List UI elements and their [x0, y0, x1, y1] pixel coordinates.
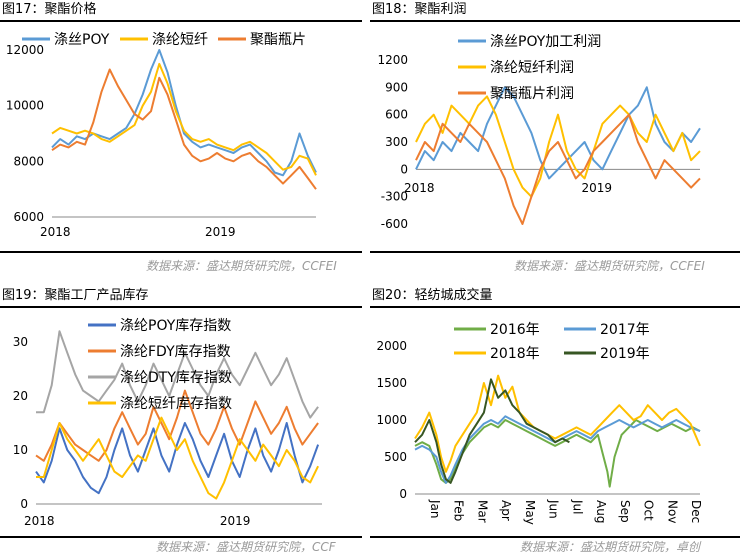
footer-rule [0, 536, 362, 538]
series-line [51, 68, 317, 190]
y-tick-label: 1000 [376, 413, 407, 427]
legend-label: 涤纶FDY库存指数 [120, 344, 231, 360]
y-tick-label: 0 [20, 497, 28, 511]
legend-label: 聚酯瓶片 [250, 32, 306, 48]
legend-label: 涤纶短纤库存指数 [120, 396, 232, 412]
x-tick-label: Jan [428, 499, 442, 519]
chart-title: 图20：轻纺城成交量 [372, 288, 493, 303]
y-tick-label: 300 [385, 135, 408, 149]
title-rule [370, 20, 740, 22]
y-tick-label: 20 [13, 389, 28, 403]
textile-city-volume-chart: 0 500 1000 1500 2000 Jan Feb Mar Apr May Jun Jul Aug… [376, 322, 703, 525]
y-tick-label: 0 [400, 162, 408, 176]
chart-title: 图18：聚酯利润 [372, 2, 467, 17]
x-tick-label: 2019 [582, 181, 613, 195]
source-note: 数据来源：盛达期货研究院，CCFEI [514, 259, 705, 273]
title-rule [0, 306, 362, 308]
x-tick-label: Jun [547, 499, 561, 519]
x-tick-label: 2018 [404, 181, 435, 195]
legend-label: 2019年 [600, 346, 650, 362]
series-line [414, 378, 570, 484]
legend-label: 聚酯瓶片利润 [490, 86, 574, 102]
y-tick-label: 0 [399, 487, 407, 501]
y-tick-label: 1500 [376, 376, 407, 390]
y-tick-label: 8000 [13, 154, 44, 168]
inventory-index-chart: 0 10 20 30 2018 2019 涤纶POY库存指数涤纶FDY库存指数涤纶DTY库存… [13, 318, 322, 528]
legend-label: 涤丝POY [54, 32, 110, 48]
x-tick-label: Sep [618, 500, 632, 523]
source-note: 数据来源：盛达期货研究院，卓创 [520, 540, 701, 554]
x-tick-label: Apr [499, 500, 513, 521]
legend-label: 涤纶DTY库存指数 [120, 370, 232, 386]
series-line [414, 374, 701, 473]
series-line [36, 416, 319, 500]
x-tick-label: Feb [452, 500, 466, 521]
footer-rule [370, 536, 740, 538]
y-tick-label: 10 [13, 443, 28, 457]
y-tick-label: 30 [13, 335, 28, 349]
series-line [35, 422, 320, 495]
y-tick-label: 10000 [6, 99, 44, 113]
source-note: 数据来源：盛达期货研究院，CCF [156, 540, 336, 554]
y-tick-label: -300 [381, 190, 408, 204]
y-tick-label: 12000 [6, 43, 44, 57]
x-tick-label: Jul [570, 499, 584, 514]
x-tick-label: 2019 [220, 514, 251, 528]
legend-label: 涤纶短纤利润 [490, 60, 574, 76]
polyester-profit-chart: -600 -300 0 300 600 900 1200 2018 2019 涤丝POY加工利润涤… [377, 34, 701, 231]
x-tick-label: 2018 [40, 225, 71, 239]
legend-label: 涤纶POY库存指数 [120, 318, 231, 334]
x-tick-label: Dec [689, 500, 703, 523]
series-line [51, 62, 317, 176]
y-tick-label: -600 [381, 217, 408, 231]
y-tick-label: 1200 [377, 53, 408, 67]
footer-rule [0, 251, 362, 253]
x-tick-label: Oct [642, 500, 656, 521]
x-tick-label: 2019 [205, 225, 236, 239]
series-line [414, 419, 701, 488]
x-tick-label: 2018 [24, 514, 55, 528]
legend-label: 2018年 [490, 346, 540, 362]
chart-title: 图17：聚酯价格 [2, 2, 97, 17]
y-tick-label: 500 [384, 450, 407, 464]
source-note: 数据来源：盛达期货研究院，CCFEI [146, 259, 337, 273]
legend-label: 涤纶短纤 [152, 32, 208, 48]
series-line [415, 113, 701, 225]
title-rule [0, 20, 362, 22]
chart-title: 图19：聚酯工厂产品库存 [2, 288, 149, 303]
series-line [51, 49, 317, 177]
y-tick-label: 6000 [13, 210, 44, 224]
series-line [414, 415, 701, 484]
x-tick-label: May [523, 500, 537, 525]
series-line [35, 389, 319, 462]
polyester-price-chart: 6000 8000 10000 12000 2018 2019 涤丝POY 涤纶短纤 聚酯瓶片 [6, 32, 317, 239]
legend-label: 涤丝POY加工利润 [490, 34, 601, 50]
y-tick-label: 600 [385, 108, 408, 122]
y-tick-label: 2000 [376, 339, 407, 353]
legend-label: 2016年 [490, 322, 540, 338]
footer-rule [370, 251, 740, 253]
title-rule [370, 306, 740, 308]
series-line [36, 330, 319, 419]
x-tick-label: Mar [475, 500, 489, 523]
x-tick-label: Aug [594, 500, 608, 523]
y-tick-label: 900 [385, 80, 408, 94]
legend-label: 2017年 [600, 322, 650, 338]
series-line [415, 95, 701, 198]
x-tick-label: Nov [665, 500, 679, 523]
